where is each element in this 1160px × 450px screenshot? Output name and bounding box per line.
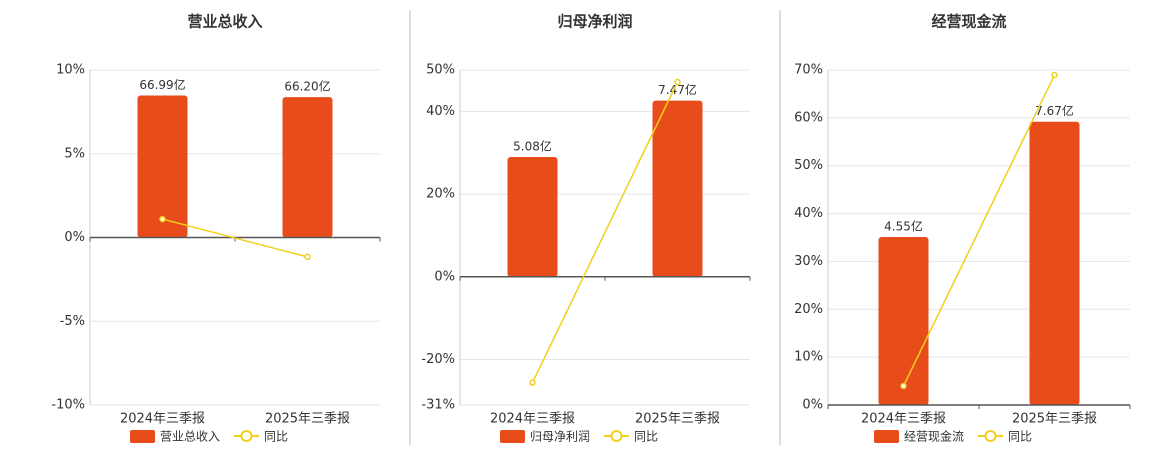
y-tick-label: 40% bbox=[426, 104, 455, 119]
line bbox=[162, 218, 308, 258]
y-tick-label: 0% bbox=[64, 230, 85, 245]
legend-swatch bbox=[130, 430, 155, 443]
line-point bbox=[529, 379, 536, 386]
line-point bbox=[674, 78, 681, 86]
legend-swatch bbox=[240, 430, 253, 442]
line-point bbox=[304, 253, 311, 261]
y-tick-label: -10% bbox=[51, 398, 85, 413]
y-tick-label: 60% bbox=[794, 110, 823, 125]
bar bbox=[137, 95, 188, 238]
legend-label: 归母净利润 bbox=[530, 430, 590, 444]
data-label: 7.47亿 bbox=[658, 82, 697, 97]
y-tick-label: 0% bbox=[434, 269, 455, 284]
y-tick-label: 10% bbox=[794, 350, 823, 365]
legend-swatch bbox=[984, 430, 997, 442]
x-tick-label: 2025年三季报 bbox=[1012, 412, 1097, 427]
legend-label: 同比 bbox=[634, 430, 658, 444]
bar bbox=[652, 100, 703, 277]
x-tick-label: 2024年三季报 bbox=[861, 412, 946, 427]
legend-swatch bbox=[874, 430, 899, 443]
legend-label: 同比 bbox=[264, 430, 288, 444]
bar bbox=[1029, 121, 1080, 406]
data-label: 66.20亿 bbox=[284, 79, 330, 94]
data-label: 4.55亿 bbox=[884, 218, 923, 233]
y-tick-label: 20% bbox=[794, 302, 823, 317]
x-tick-label: 2024年三季报 bbox=[490, 412, 575, 427]
y-tick-label: -31% bbox=[421, 398, 455, 413]
y-tick-label: 5% bbox=[64, 146, 85, 161]
line bbox=[531, 81, 679, 383]
x-tick-label: 2024年三季报 bbox=[120, 412, 205, 427]
chart-title: 营业总收入 bbox=[187, 13, 262, 31]
line-point bbox=[900, 382, 907, 390]
chart-title: 经营现金流 bbox=[931, 13, 1006, 31]
y-tick-label: 50% bbox=[426, 63, 455, 78]
legend-label: 营业总收入 bbox=[160, 430, 220, 444]
data-label: 5.08亿 bbox=[513, 138, 552, 153]
legend-label: 同比 bbox=[1008, 430, 1032, 444]
legend-label: 经营现金流 bbox=[904, 429, 964, 444]
bar bbox=[878, 236, 929, 405]
y-tick-label: 0% bbox=[802, 398, 823, 413]
data-label: 66.99亿 bbox=[139, 77, 185, 92]
line-point bbox=[159, 215, 166, 223]
y-tick-label: -20% bbox=[421, 352, 455, 367]
bar bbox=[282, 97, 333, 238]
legend-swatch bbox=[610, 430, 623, 442]
bar bbox=[507, 156, 558, 277]
y-tick-label: 40% bbox=[794, 206, 823, 221]
y-tick-label: 30% bbox=[794, 254, 823, 269]
line bbox=[902, 74, 1056, 387]
chart-title: 归母净利润 bbox=[557, 13, 632, 31]
y-tick-label: 10% bbox=[56, 63, 85, 78]
y-tick-label: 70% bbox=[794, 63, 823, 78]
x-tick-label: 2025年三季报 bbox=[265, 412, 350, 427]
line-point bbox=[1051, 71, 1058, 79]
data-label: 7.67亿 bbox=[1035, 103, 1074, 118]
x-tick-label: 2025年三季报 bbox=[635, 412, 720, 427]
legend-swatch bbox=[500, 430, 525, 443]
y-tick-label: -5% bbox=[60, 314, 85, 329]
y-tick-label: 50% bbox=[794, 158, 823, 173]
y-tick-label: 20% bbox=[426, 187, 455, 202]
